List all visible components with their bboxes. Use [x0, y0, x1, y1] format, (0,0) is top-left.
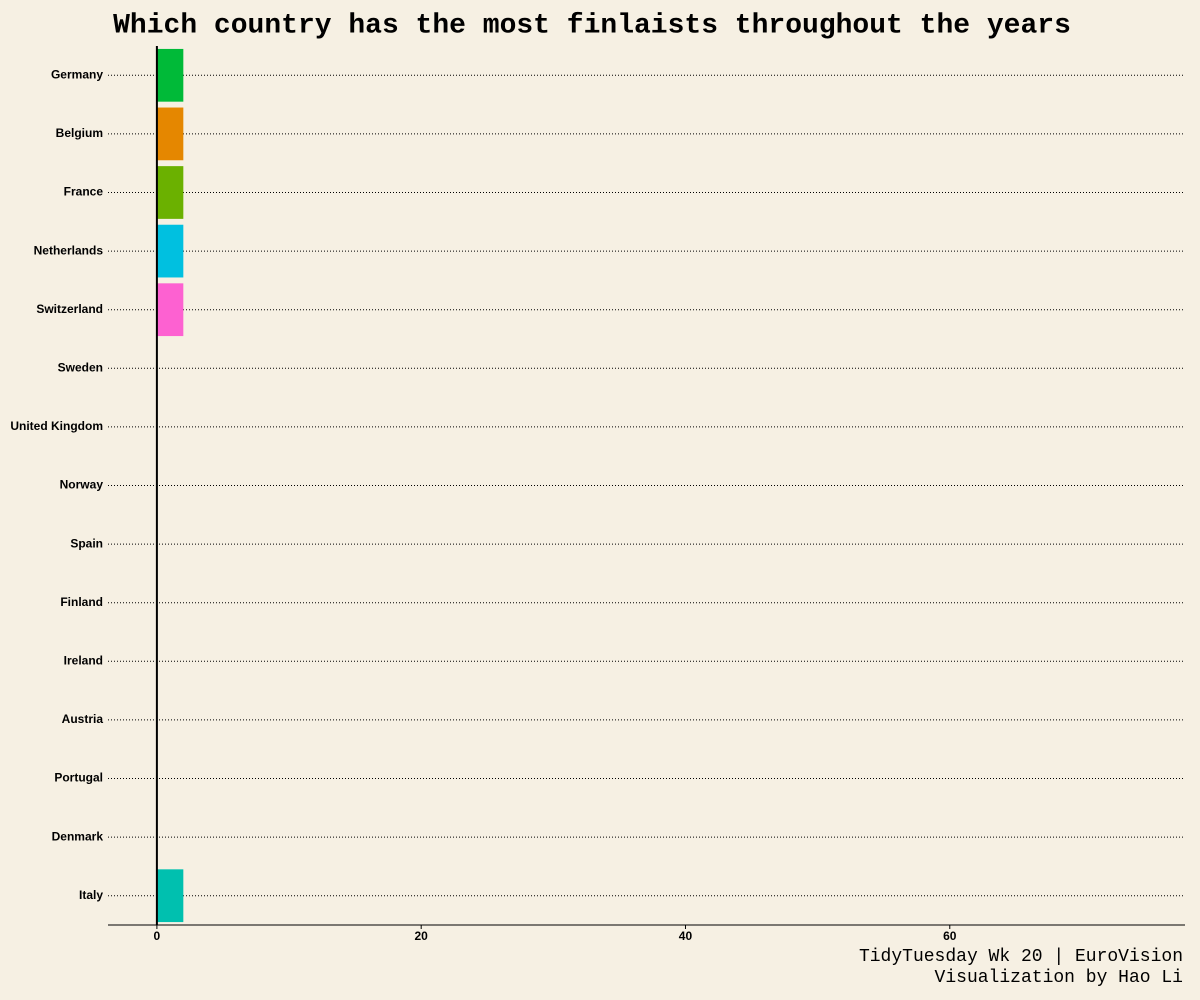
x-tick-label: 60	[943, 929, 957, 943]
bar	[156, 869, 184, 923]
y-tick-label: Germany	[51, 67, 103, 81]
bar	[156, 107, 184, 161]
y-tick-label: Denmark	[52, 829, 104, 843]
y-tick-label: Italy	[79, 888, 103, 902]
y-tick-label: Netherlands	[34, 243, 104, 257]
y-tick-label: Switzerland	[36, 302, 103, 316]
bar	[156, 166, 184, 219]
chart-title: Which country has the most finlaists thr…	[113, 10, 1071, 41]
y-tick-label: Sweden	[58, 360, 103, 374]
y-tick-label: Austria	[62, 712, 104, 726]
caption: Visualization by Hao Li	[935, 968, 1183, 988]
y-tick-label: Spain	[70, 536, 103, 550]
y-tick-label: Finland	[60, 595, 103, 609]
y-tick-label: Ireland	[64, 653, 103, 667]
bar	[156, 283, 184, 337]
y-tick-label: France	[64, 185, 104, 199]
y-tick-label: Belgium	[56, 126, 103, 140]
y-tick-label: Norway	[60, 478, 104, 492]
x-tick-label: 0	[154, 929, 161, 943]
y-tick-label: Portugal	[54, 771, 103, 785]
y-tick-label: United Kingdom	[10, 419, 103, 433]
caption: TidyTuesday Wk 20 | EuroVision	[859, 947, 1183, 967]
x-tick-label: 20	[415, 929, 429, 943]
bar	[156, 48, 184, 102]
x-tick-label: 40	[679, 929, 693, 943]
bar	[156, 224, 184, 278]
